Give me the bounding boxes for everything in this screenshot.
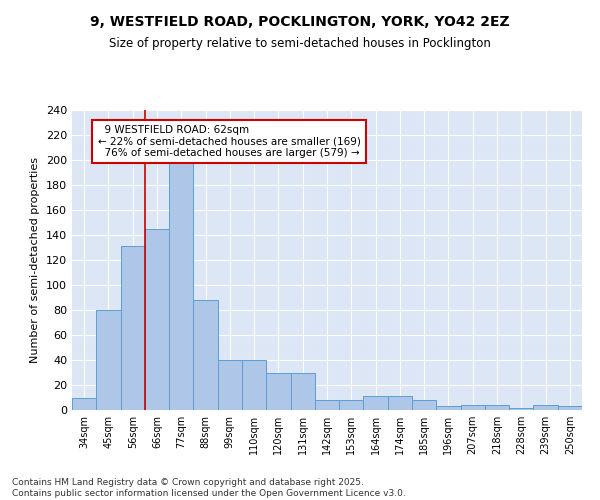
Text: 9 WESTFIELD ROAD: 62sqm
← 22% of semi-detached houses are smaller (169)
  76% of: 9 WESTFIELD ROAD: 62sqm ← 22% of semi-de… [97,125,361,158]
Bar [266,372,290,410]
Bar [242,360,266,410]
Bar [121,246,145,410]
Bar [169,160,193,410]
Bar [290,372,315,410]
Text: Size of property relative to semi-detached houses in Pocklington: Size of property relative to semi-detach… [109,38,491,51]
Bar [193,300,218,410]
Bar [436,406,461,410]
Bar [412,400,436,410]
Bar [461,405,485,410]
Bar [72,398,96,410]
Text: 9, WESTFIELD ROAD, POCKLINGTON, YORK, YO42 2EZ: 9, WESTFIELD ROAD, POCKLINGTON, YORK, YO… [90,15,510,29]
Bar [364,396,388,410]
Bar [388,396,412,410]
Bar [315,400,339,410]
Text: Contains HM Land Registry data © Crown copyright and database right 2025.
Contai: Contains HM Land Registry data © Crown c… [12,478,406,498]
Bar [96,310,121,410]
Bar [509,408,533,410]
Y-axis label: Number of semi-detached properties: Number of semi-detached properties [31,157,40,363]
Bar [218,360,242,410]
Bar [145,229,169,410]
Bar [485,405,509,410]
Bar [558,406,582,410]
Bar [533,405,558,410]
Bar [339,400,364,410]
